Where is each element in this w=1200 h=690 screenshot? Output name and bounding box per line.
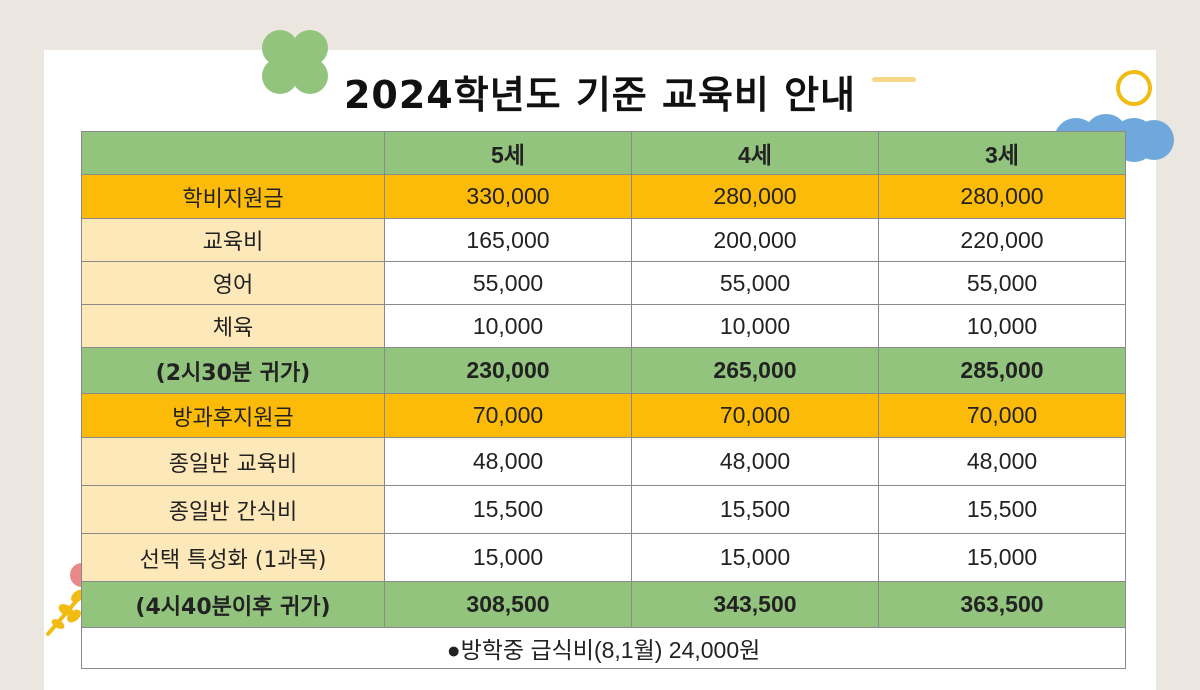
row-label: 영어	[81, 261, 385, 305]
table-row: 교육비 165,000 200,000 220,000	[81, 218, 1126, 262]
row-label: 방과후지원금	[81, 393, 385, 438]
table-header-row: 5세 4세 3세	[81, 131, 1126, 175]
header-cell-empty	[81, 131, 385, 175]
table-row: 종일반 간식비 15,500 15,500 15,500	[81, 485, 1126, 534]
row-label: (2시30분 귀가)	[81, 347, 385, 394]
cell-value: 15,500	[384, 485, 632, 534]
cell-value: 55,000	[384, 261, 632, 305]
cell-value: 15,500	[878, 485, 1126, 534]
table-row: 방과후지원금 70,000 70,000 70,000	[81, 393, 1126, 438]
ring-decoration	[1116, 70, 1152, 106]
cell-value: 265,000	[631, 347, 879, 394]
cell-value: 280,000	[878, 174, 1126, 219]
cell-value: 15,000	[878, 533, 1126, 582]
cell-value: 330,000	[384, 174, 632, 219]
cell-value: 48,000	[631, 437, 879, 486]
row-label: 학비지원금	[81, 174, 385, 219]
row-label: 종일반 간식비	[81, 485, 385, 534]
cell-value: 200,000	[631, 218, 879, 262]
cell-value: 70,000	[384, 393, 632, 438]
cell-value: 308,500	[384, 581, 632, 628]
header-cell-age4: 4세	[631, 131, 879, 175]
row-label: (4시40분이후 귀가)	[81, 581, 385, 628]
cell-value: 48,000	[878, 437, 1126, 486]
tuition-table: 5세 4세 3세 학비지원금 330,000 280,000 280,000 교…	[81, 131, 1126, 669]
total-row: (4시40분이후 귀가) 308,500 343,500 363,500	[81, 581, 1126, 628]
cell-value: 165,000	[384, 218, 632, 262]
cell-value: 285,000	[878, 347, 1126, 394]
table-row: 종일반 교육비 48,000 48,000 48,000	[81, 437, 1126, 486]
subtotal-row: (2시30분 귀가) 230,000 265,000 285,000	[81, 347, 1126, 394]
cell-value: 280,000	[631, 174, 879, 219]
cell-value: 15,500	[631, 485, 879, 534]
cell-value: 10,000	[878, 304, 1126, 348]
cell-value: 343,500	[631, 581, 879, 628]
cell-value: 55,000	[878, 261, 1126, 305]
table-row: 체육 10,000 10,000 10,000	[81, 304, 1126, 348]
cell-value: 220,000	[878, 218, 1126, 262]
cell-value: 55,000	[631, 261, 879, 305]
row-label: 선택 특성화 (1과목)	[81, 533, 385, 582]
cell-value: 70,000	[631, 393, 879, 438]
cell-value: 48,000	[384, 437, 632, 486]
meal-fee-note: ●방학중 급식비(8,1월) 24,000원	[81, 627, 1126, 669]
table-row: 선택 특성화 (1과목) 15,000 15,000 15,000	[81, 533, 1126, 582]
cell-value: 15,000	[631, 533, 879, 582]
clover-decoration	[262, 30, 328, 94]
cell-value: 363,500	[878, 581, 1126, 628]
page-title: 2024학년도 기준 교육비 안내	[343, 73, 857, 117]
row-label: 교육비	[81, 218, 385, 262]
table-row: 영어 55,000 55,000 55,000	[81, 261, 1126, 305]
header-cell-age5: 5세	[384, 131, 632, 175]
cell-value: 15,000	[384, 533, 632, 582]
row-label: 종일반 교육비	[81, 437, 385, 486]
table-row: 학비지원금 330,000 280,000 280,000	[81, 174, 1126, 219]
dash-decoration	[872, 77, 916, 82]
cell-value: 70,000	[878, 393, 1126, 438]
leaf-sprig-decoration	[46, 589, 86, 636]
row-label: 체육	[81, 304, 385, 348]
cell-value: 10,000	[631, 304, 879, 348]
cell-value: 230,000	[384, 347, 632, 394]
cell-value: 10,000	[384, 304, 632, 348]
note-row: ●방학중 급식비(8,1월) 24,000원	[81, 627, 1126, 669]
header-cell-age3: 3세	[878, 131, 1126, 175]
